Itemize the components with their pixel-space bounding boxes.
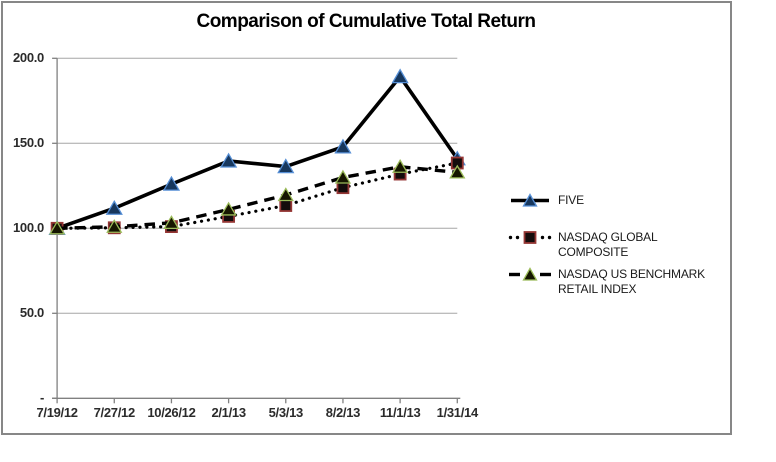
y-tick-label: 200.0 xyxy=(12,50,44,66)
series-line-five xyxy=(56,73,459,230)
data-point-triangle xyxy=(277,187,294,202)
data-point-triangle xyxy=(220,201,237,216)
legend-sample-shape xyxy=(547,235,552,240)
chart-title: Comparison of Cumulative Total Return xyxy=(196,11,536,32)
data-point-triangle xyxy=(106,218,123,233)
legend-marker-sample xyxy=(508,231,552,244)
x-tick-label: 8/2/13 xyxy=(325,405,361,420)
x-tick-label: 2/1/13 xyxy=(211,405,246,420)
legend-item-nasdaq-us-benchmark-retail-index: NASDAQ US BENCHMARK RETAIL INDEX xyxy=(508,266,720,297)
x-tick-label: 10/26/12 xyxy=(147,405,196,420)
x-tick-label: 7/19/12 xyxy=(36,405,78,420)
legend-sample-shape xyxy=(522,267,538,281)
legend-label: NASDAQ US BENCHMARK RETAIL INDEX xyxy=(558,267,705,296)
y-tick-label: 50.0 xyxy=(19,305,44,321)
data-point-triangle xyxy=(105,199,123,215)
y-tick-label: 100.0 xyxy=(12,220,44,236)
data-point-triangle xyxy=(48,220,66,235)
data-point-triangle xyxy=(391,158,409,173)
data-point-triangle xyxy=(334,169,352,184)
x-tick-label: 11/1/13 xyxy=(379,405,421,420)
chart-border-frame xyxy=(1,1,732,435)
series-line-nasdaq-us-benchmark-retail-index xyxy=(57,165,458,230)
data-point-square xyxy=(336,181,350,195)
legend-sample-shape xyxy=(515,235,520,240)
data-point-triangle xyxy=(163,215,180,230)
data-point-triangle xyxy=(391,68,409,84)
legend-marker-sample xyxy=(511,193,549,207)
legend-sample-shape xyxy=(540,235,545,240)
data-point-square xyxy=(279,199,293,212)
legend-sample-shape xyxy=(522,193,538,207)
data-point-triangle xyxy=(162,175,181,191)
y-tick-label: - xyxy=(39,390,44,406)
x-tick-label: 7/27/12 xyxy=(93,405,136,420)
data-point-triangle xyxy=(449,164,466,179)
data-point-triangle xyxy=(277,158,295,174)
series-line-nasdaq-global-composite xyxy=(55,161,459,230)
legend-label: NASDAQ GLOBAL COMPOSITE xyxy=(558,230,657,259)
legend-marker-sample xyxy=(509,267,551,281)
legend-item-nasdaq-global-composite: NASDAQ GLOBAL COMPOSITE xyxy=(508,229,720,260)
legend-sample-shape xyxy=(523,231,537,244)
legend-sample-shape xyxy=(508,235,513,240)
x-tick-label: 5/3/13 xyxy=(268,405,304,420)
x-tick-label: 1/31/14 xyxy=(436,405,479,420)
data-point-triangle xyxy=(219,152,238,168)
legend-item-five: FIVE xyxy=(508,192,584,208)
y-tick-label: 150.0 xyxy=(12,135,44,151)
legend-label: FIVE xyxy=(558,193,584,207)
plot-area xyxy=(48,57,466,404)
data-point-triangle xyxy=(334,138,352,154)
